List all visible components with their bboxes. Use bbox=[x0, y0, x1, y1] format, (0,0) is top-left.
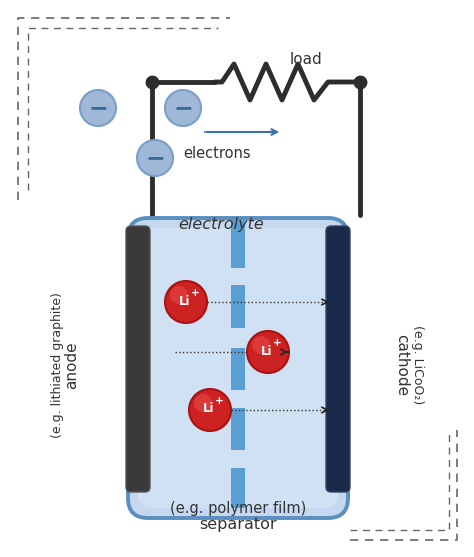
Circle shape bbox=[252, 336, 270, 354]
Circle shape bbox=[137, 140, 173, 176]
Text: (e.g. polymer film): (e.g. polymer film) bbox=[170, 501, 306, 516]
Text: Li: Li bbox=[179, 295, 191, 307]
Text: −: − bbox=[173, 96, 193, 120]
Text: electrons: electrons bbox=[183, 146, 251, 161]
Bar bbox=[231, 408, 245, 450]
Text: (e.g. LiCoO₂): (e.g. LiCoO₂) bbox=[411, 325, 425, 404]
Circle shape bbox=[165, 90, 201, 126]
Text: Li: Li bbox=[261, 344, 273, 358]
FancyBboxPatch shape bbox=[126, 226, 150, 492]
Circle shape bbox=[194, 394, 212, 412]
FancyBboxPatch shape bbox=[326, 226, 350, 492]
Text: anode: anode bbox=[64, 341, 80, 389]
Circle shape bbox=[170, 286, 188, 304]
Text: −: − bbox=[88, 96, 108, 120]
Circle shape bbox=[189, 389, 231, 431]
Circle shape bbox=[247, 331, 289, 373]
Text: electrolyte: electrolyte bbox=[178, 217, 264, 232]
Text: +: + bbox=[191, 288, 200, 298]
Text: separator: separator bbox=[199, 517, 277, 532]
Text: −: − bbox=[145, 146, 165, 170]
Text: +: + bbox=[215, 396, 223, 406]
Circle shape bbox=[165, 281, 207, 323]
Text: Li: Li bbox=[203, 403, 215, 416]
Text: (e.g. lithiated graphite): (e.g. lithiated graphite) bbox=[51, 292, 64, 438]
Bar bbox=[231, 285, 245, 328]
Bar bbox=[231, 468, 245, 508]
Text: cathode: cathode bbox=[394, 334, 410, 396]
Bar bbox=[231, 348, 245, 390]
FancyBboxPatch shape bbox=[138, 228, 338, 508]
Circle shape bbox=[80, 90, 116, 126]
Text: +: + bbox=[273, 338, 282, 348]
Bar bbox=[231, 220, 245, 268]
Text: load: load bbox=[290, 52, 323, 67]
FancyBboxPatch shape bbox=[128, 218, 348, 518]
